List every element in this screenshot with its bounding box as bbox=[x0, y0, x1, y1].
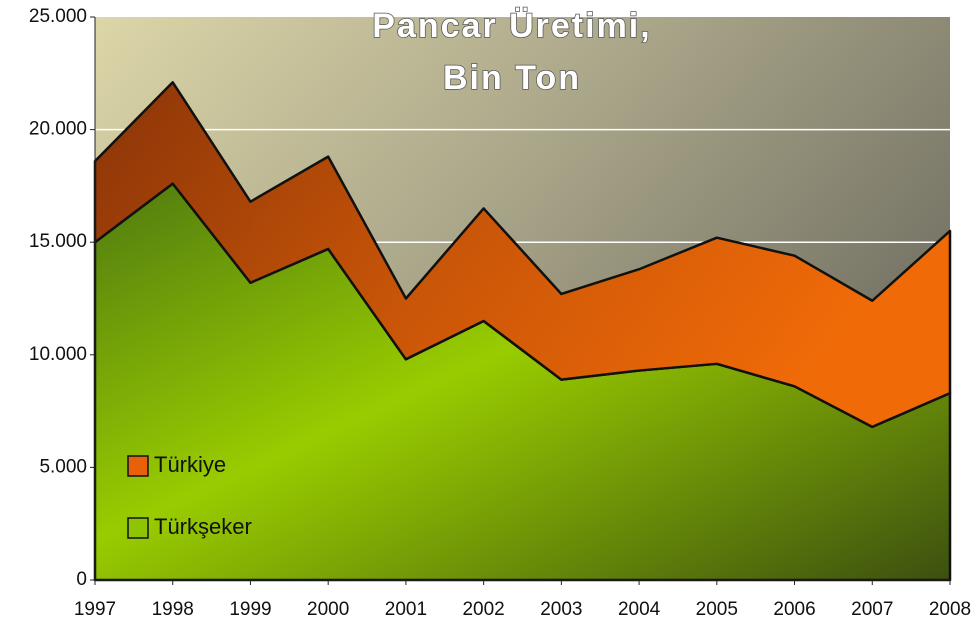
x-tick-label: 2002 bbox=[462, 599, 504, 620]
y-tick-label: 10.000 bbox=[29, 344, 87, 365]
x-tick-label: 2008 bbox=[929, 599, 971, 620]
x-tick-label: 1998 bbox=[152, 599, 194, 620]
chart-title: Pancar Üretimi, bbox=[372, 7, 651, 45]
x-tick-label: 2003 bbox=[540, 599, 582, 620]
y-tick-label: 5.000 bbox=[39, 456, 87, 477]
legend-label: Türkiye bbox=[154, 452, 226, 477]
y-tick-label: 15.000 bbox=[29, 231, 87, 252]
chart-title: Bin Ton bbox=[443, 59, 581, 97]
x-tick-label: 2001 bbox=[385, 599, 427, 620]
x-tick-label: 2005 bbox=[696, 599, 738, 620]
y-tick-label: 20.000 bbox=[29, 119, 87, 140]
x-tick-label: 2004 bbox=[618, 599, 661, 620]
x-tick-label: 2000 bbox=[307, 599, 349, 620]
legend-label: Türkşeker bbox=[154, 514, 252, 539]
x-tick-label: 2007 bbox=[851, 599, 893, 620]
legend-swatch bbox=[127, 517, 149, 539]
legend-swatch bbox=[127, 455, 149, 477]
y-tick-label: 0 bbox=[76, 569, 87, 590]
x-tick-label: 1997 bbox=[74, 599, 116, 620]
area bbox=[93, 81, 952, 429]
x-tick-label: 2006 bbox=[773, 599, 815, 620]
y-tick-label: 25.000 bbox=[29, 6, 87, 27]
x-tick-label: 1999 bbox=[229, 599, 271, 620]
